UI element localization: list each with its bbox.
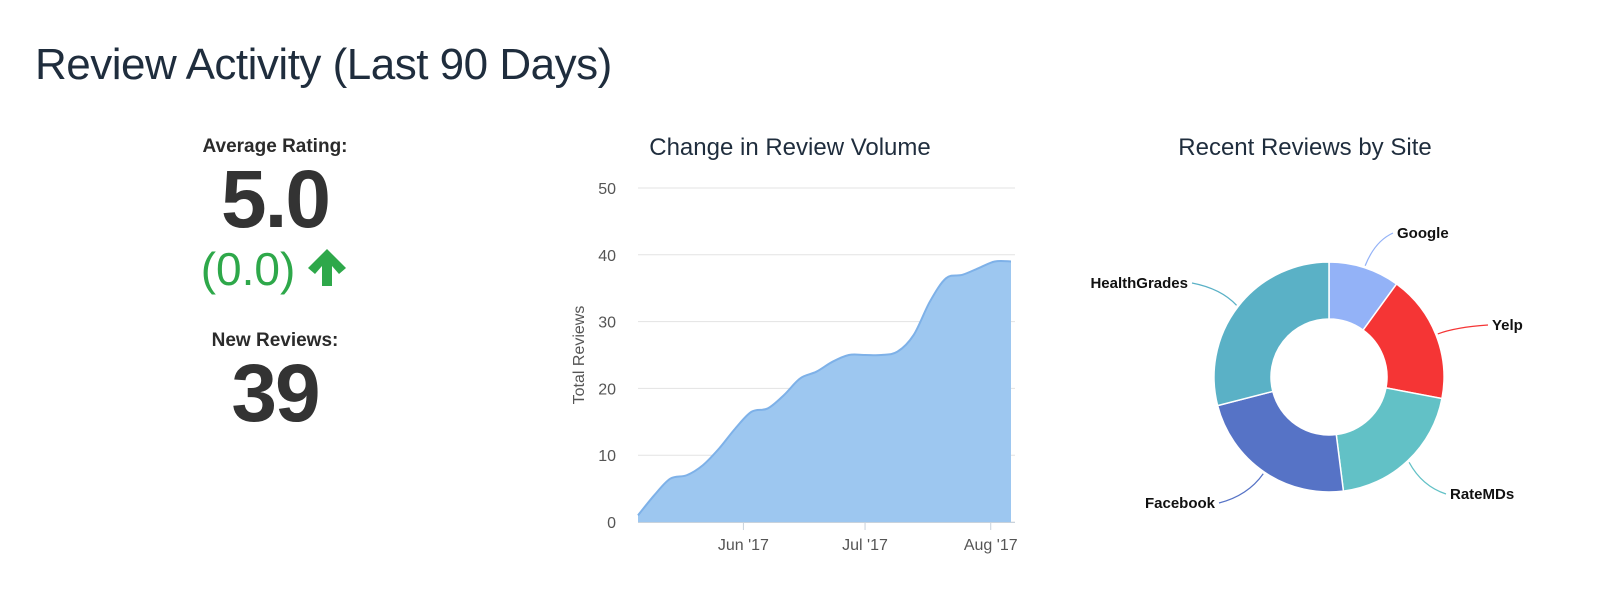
x-tick-label: Jun '17 — [718, 537, 769, 554]
area-chart-title: Change in Review Volume — [649, 134, 931, 161]
rating-change-row: (0.0) — [170, 238, 380, 300]
y-tick-label: 0 — [607, 515, 616, 532]
x-tick-label: Aug '17 — [964, 537, 1018, 554]
connector-yelp — [1437, 324, 1489, 335]
label-google: Google — [1397, 225, 1449, 242]
reviews-by-site-donut-chart: Google Yelp RateMDs Facebook HealthGrades — [1090, 225, 1523, 512]
area-line — [637, 259, 1012, 516]
average-rating-label: Average Rating: — [202, 136, 348, 157]
y-axis-label: Total Reviews — [571, 306, 588, 405]
average-rating-value: 5.0 — [221, 154, 331, 245]
y-tick-label: 20 — [598, 381, 616, 398]
label-yelp: Yelp — [1492, 317, 1523, 334]
rating-summary-panel: Average Rating: 5.0 (0.0) New Reviews: 3… — [170, 136, 380, 436]
x-tick-label: Jul '17 — [842, 537, 888, 554]
label-ratemds: RateMDs — [1450, 486, 1514, 503]
label-facebook: Facebook — [1145, 495, 1216, 512]
connector-healthgrades — [1191, 282, 1237, 306]
label-healthgrades: HealthGrades — [1090, 275, 1188, 292]
area-fill — [638, 260, 1011, 522]
y-tick-label: 10 — [598, 448, 616, 465]
review-volume-area-chart: 0 10 20 30 40 50 Total Reviews Jun '17 Jul '17 Au… — [571, 181, 1018, 554]
connector-ratemds — [1408, 462, 1447, 495]
y-tick-label: 30 — [598, 315, 616, 332]
y-tick-label: 40 — [598, 248, 616, 265]
page-title: Review Activity (Last 90 Days) — [35, 40, 612, 89]
rating-change-value: (0.0) — [200, 243, 296, 295]
slice-ratemds — [1335, 386, 1443, 492]
slice-facebook — [1216, 390, 1345, 493]
connector-google — [1364, 232, 1394, 266]
up-arrow-icon — [305, 246, 349, 293]
connector-facebook — [1218, 473, 1264, 504]
new-reviews-label: New Reviews: — [211, 330, 339, 351]
new-reviews-value: 39 — [231, 348, 320, 439]
donut-chart-title: Recent Reviews by Site — [1178, 134, 1432, 161]
y-tick-label: 50 — [598, 181, 616, 198]
slice-healthgrades — [1213, 261, 1330, 407]
